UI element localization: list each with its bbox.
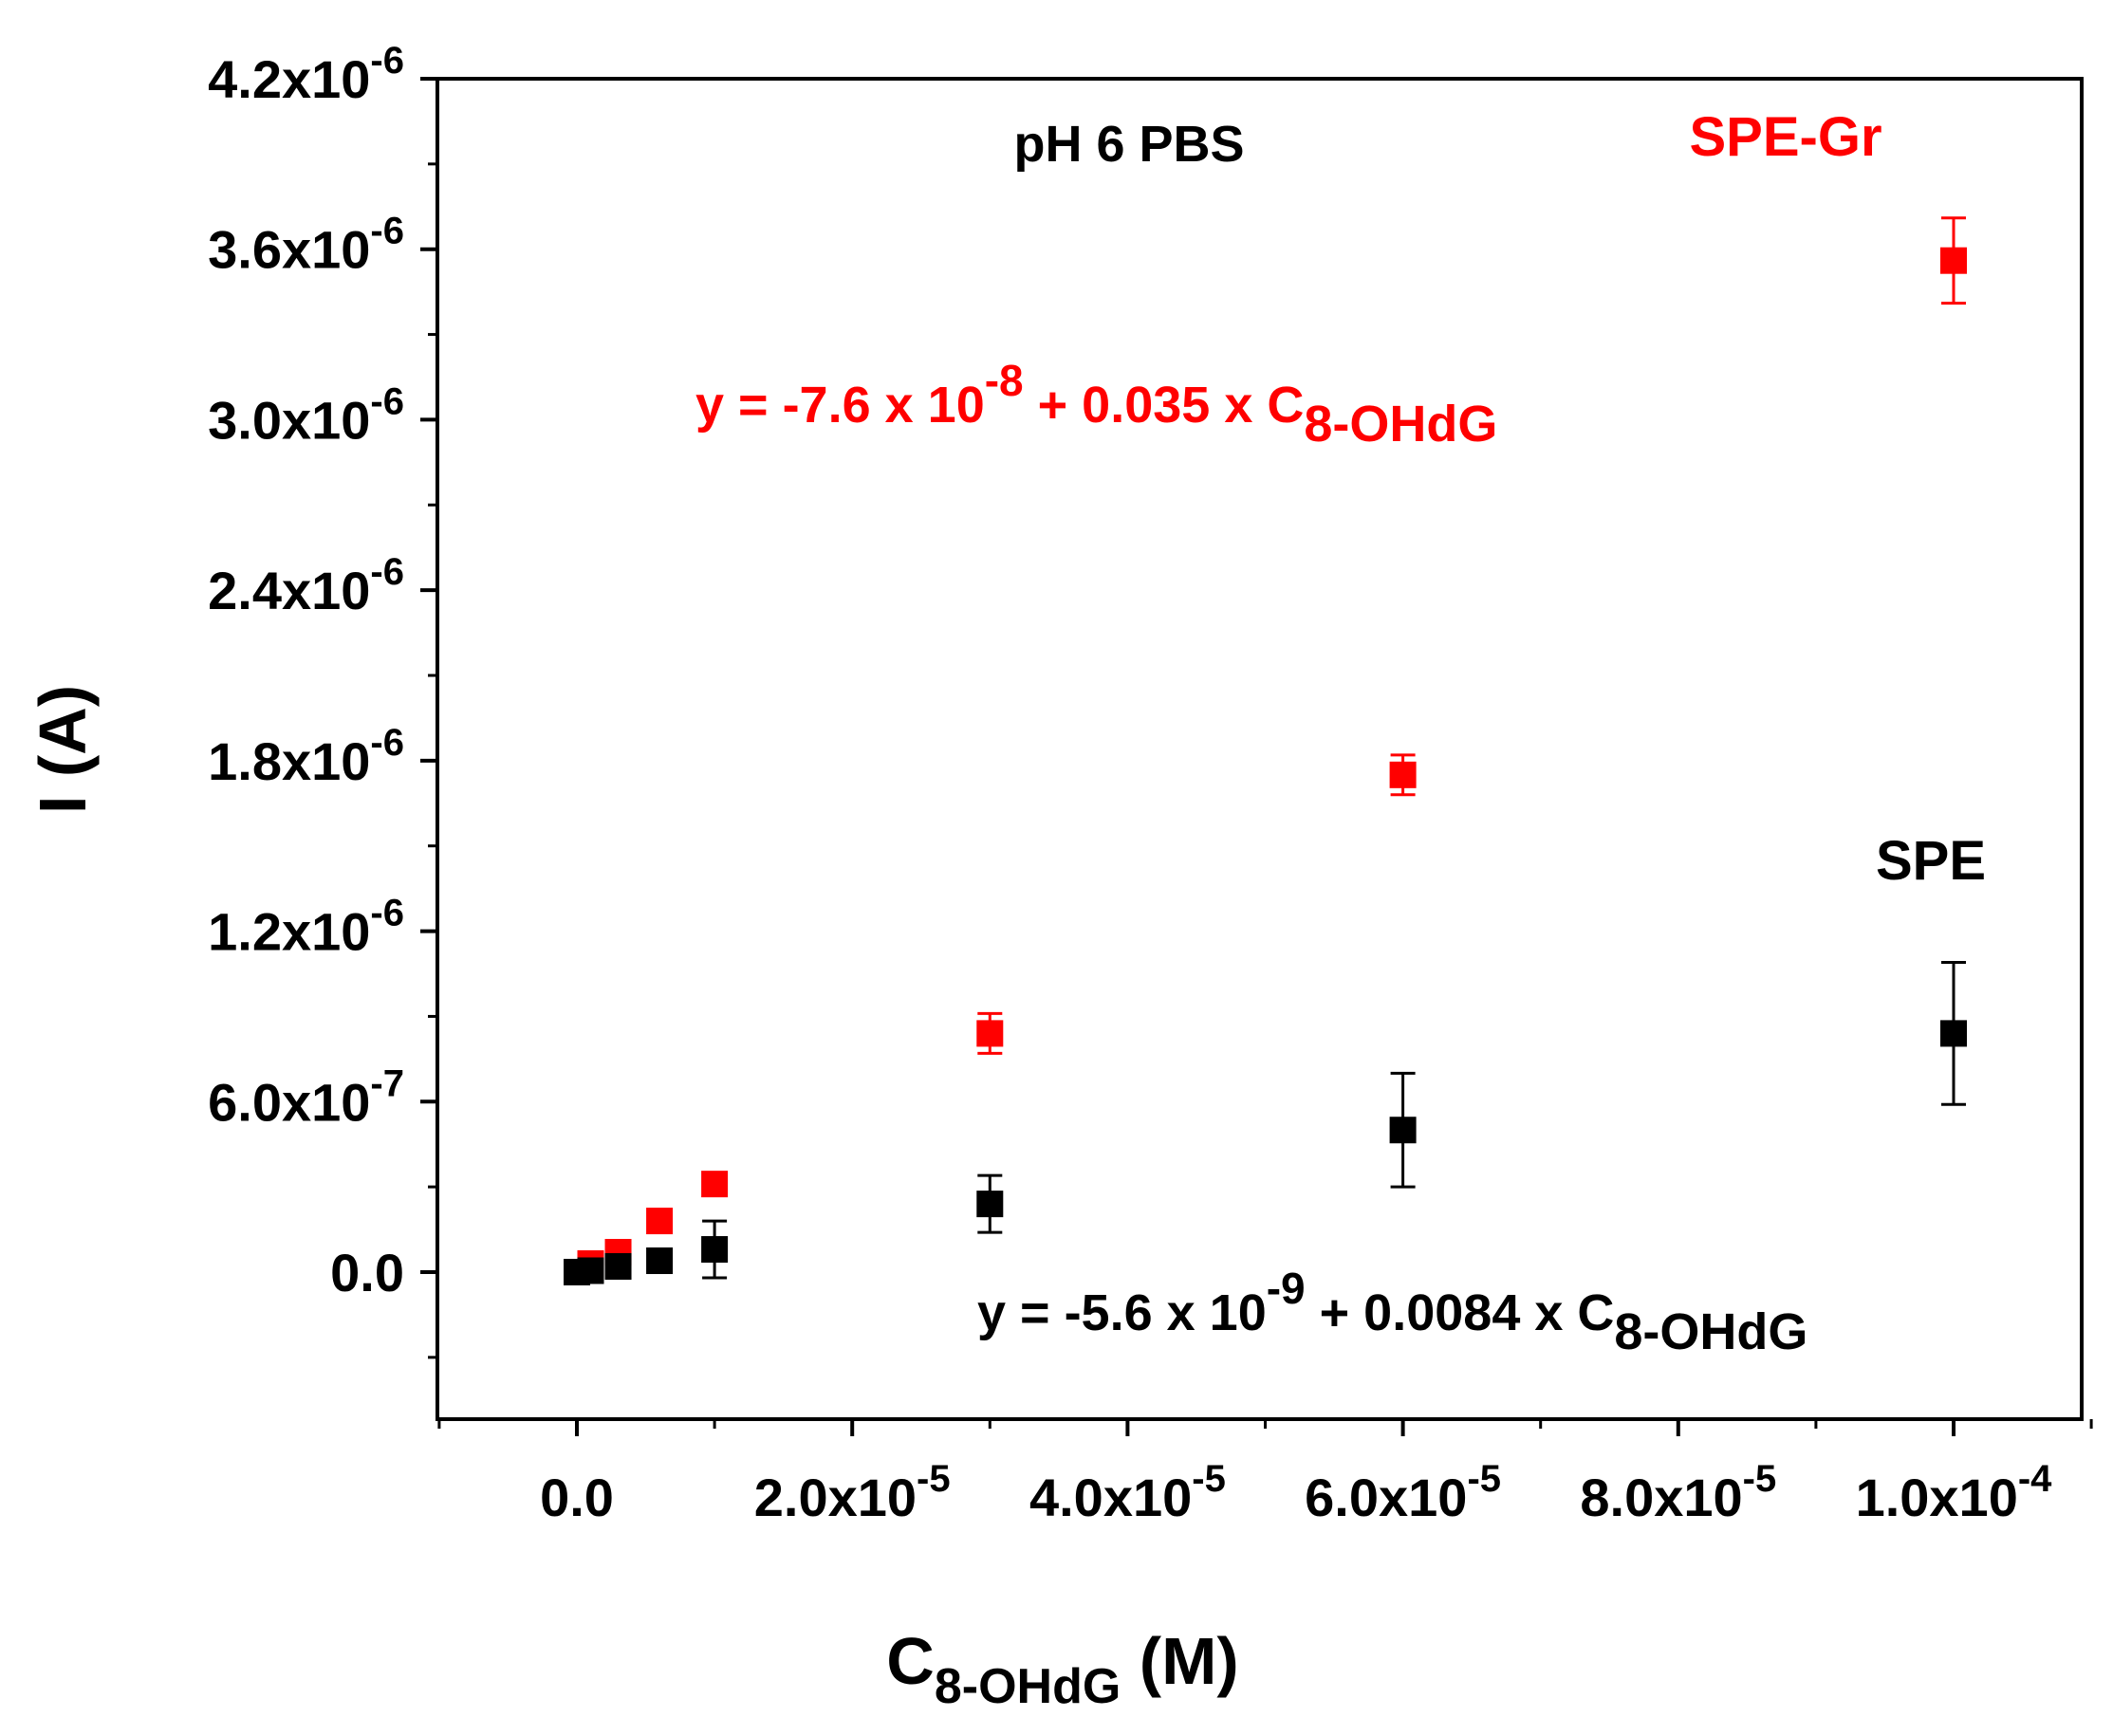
y-tick-label: 4.2x10-6	[208, 40, 404, 109]
spe-gr-point	[701, 1171, 729, 1198]
spe-gr-series-label: SPE-Gr	[1689, 106, 1881, 168]
y-tick-label: 3.6x10-6	[208, 211, 404, 280]
spe-eq-middle: + 0.0084 x C	[1306, 1284, 1615, 1341]
x-axis-title-main: C	[886, 1624, 935, 1698]
spe-gr-eq-sub: 8-OHdG	[1304, 396, 1497, 452]
y-axis-ticks	[420, 77, 437, 1359]
y-tick-label: 3.0x10-6	[208, 380, 404, 450]
spe-gr-point	[1389, 761, 1417, 788]
spe-point	[1940, 1020, 1967, 1047]
y-tick-label: 6.0x10-7	[208, 1062, 404, 1132]
plot-frame	[436, 77, 2084, 1421]
x-axis-ticks	[437, 1419, 2093, 1436]
spe-point	[604, 1253, 632, 1281]
spe-gr-eq-prefix: y = -7.6 x 10	[695, 377, 985, 434]
data-marks	[564, 216, 1967, 1285]
x-axis-title: C8-OHdG (M)	[886, 1624, 1238, 1714]
x-tick-label: 1.0x10-4	[1856, 1458, 2053, 1527]
spe-gr-eq-exp: -8	[985, 356, 1024, 405]
spe-gr-eq-middle: + 0.035 x C	[1024, 377, 1305, 434]
x-tick-label: 4.0x10-5	[1029, 1458, 1226, 1527]
y-tick-label: 2.4x10-6	[208, 551, 404, 620]
spe-gr-fit-equation: y = -7.6 x 10-8 + 0.035 x C8-OHdG	[695, 356, 1497, 452]
x-tick-label: 6.0x10-5	[1305, 1458, 1501, 1527]
condition-label: pH 6 PBS	[1013, 116, 1244, 173]
y-tick-label: 1.8x10-6	[208, 722, 404, 791]
x-tick-label: 0.0	[540, 1468, 614, 1527]
y-axis-tick-labels: 0.0 6.0x10-7 1.2x10-6 1.8x10-6 2.4x10-6 3.0x1…	[208, 40, 404, 1302]
spe-eq-exp: -9	[1267, 1264, 1306, 1313]
y-axis-title: I (A)	[26, 685, 100, 814]
spe-point	[976, 1191, 1004, 1218]
x-axis-tick-labels: 0.0 2.0x10-5 4.0x10-5 6.0x10-5 8.0x10-5 1.0x1…	[540, 1458, 2052, 1527]
spe-fit-equation: y = -5.6 x 10-9 + 0.0084 x C8-OHdG	[977, 1264, 1807, 1360]
spe-eq-prefix: y = -5.6 x 10	[977, 1284, 1267, 1341]
x-tick-label: 2.0x10-5	[754, 1458, 951, 1527]
spe-eq-sub: 8-OHdG	[1614, 1303, 1807, 1360]
spe-point	[1389, 1117, 1417, 1144]
y-tick-label: 0.0	[330, 1243, 404, 1302]
spe-gr-point	[1940, 247, 1967, 274]
spe-series-label: SPE	[1876, 830, 1986, 892]
x-axis-title-unit: (M)	[1121, 1624, 1238, 1698]
x-tick-label: 8.0x10-5	[1580, 1458, 1776, 1527]
spe-point	[646, 1247, 674, 1275]
spe-point	[577, 1257, 604, 1284]
spe-gr-point	[976, 1020, 1004, 1047]
spe-gr-point	[646, 1208, 674, 1235]
y-tick-label: 1.2x10-6	[208, 893, 404, 962]
spe-point	[701, 1236, 729, 1264]
x-axis-title-sub: 8-OHdG	[935, 1659, 1121, 1714]
